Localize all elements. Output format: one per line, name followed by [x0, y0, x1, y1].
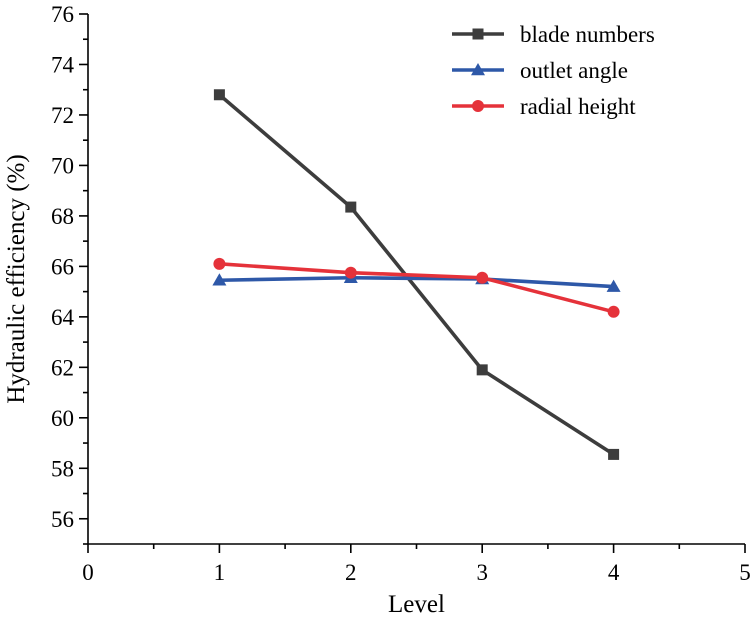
y-axis-title: Hydraulic efficiency (%) [3, 154, 30, 403]
y-tick-label: 64 [51, 305, 75, 330]
data-point-square [345, 201, 357, 213]
series-line [218, 93, 615, 456]
series-line [219, 275, 614, 289]
y-tick-label: 60 [51, 406, 74, 431]
data-point-circle [607, 305, 620, 318]
legend: blade numbers outlet angle radial height [452, 22, 655, 119]
series-layer [212, 89, 621, 460]
legend-label: outlet angle [520, 58, 628, 83]
data-point-circle [472, 100, 484, 112]
series-blade-numbers [213, 89, 620, 460]
x-tick-label: 0 [82, 560, 94, 585]
y-tick-label: 70 [51, 153, 74, 178]
legend-label: radial height [520, 94, 636, 119]
x-tick-label: 3 [476, 560, 488, 585]
data-point-square [213, 89, 225, 101]
data-point-triangle [471, 63, 485, 76]
y-tick-label: 76 [51, 2, 74, 27]
x-tick-label: 2 [345, 560, 357, 585]
data-point-circle [213, 257, 226, 270]
y-tick-label: 68 [51, 204, 74, 229]
y-tick-label: 62 [51, 355, 74, 380]
series-line [219, 262, 615, 314]
y-tick-label: 74 [51, 52, 75, 77]
x-tick-label: 1 [214, 560, 226, 585]
y-tick-label: 72 [51, 103, 74, 128]
y-tick-label: 58 [51, 456, 74, 481]
series-radial-height [213, 257, 620, 318]
x-tick-label: 4 [608, 560, 620, 585]
data-point-square [476, 364, 488, 376]
data-point-triangle [212, 273, 227, 286]
x-axis-title: Level [388, 591, 445, 618]
y-tick-label: 66 [51, 254, 74, 279]
y-tick-label: 56 [51, 507, 74, 532]
legend-item: outlet angle [452, 58, 628, 83]
x-tick-label: 5 [739, 560, 751, 585]
data-point-square [472, 28, 484, 40]
data-point-square [608, 448, 620, 460]
legend-item: blade numbers [452, 22, 655, 47]
data-point-circle [476, 271, 489, 284]
legend-item: radial height [452, 94, 636, 119]
legend-label: blade numbers [520, 22, 655, 47]
data-point-triangle [606, 279, 621, 292]
axes: 0 1 2 3 4 5 56 58 60 62 64 66 68 70 72 74 76 [51, 2, 751, 585]
data-point-circle [344, 266, 357, 279]
